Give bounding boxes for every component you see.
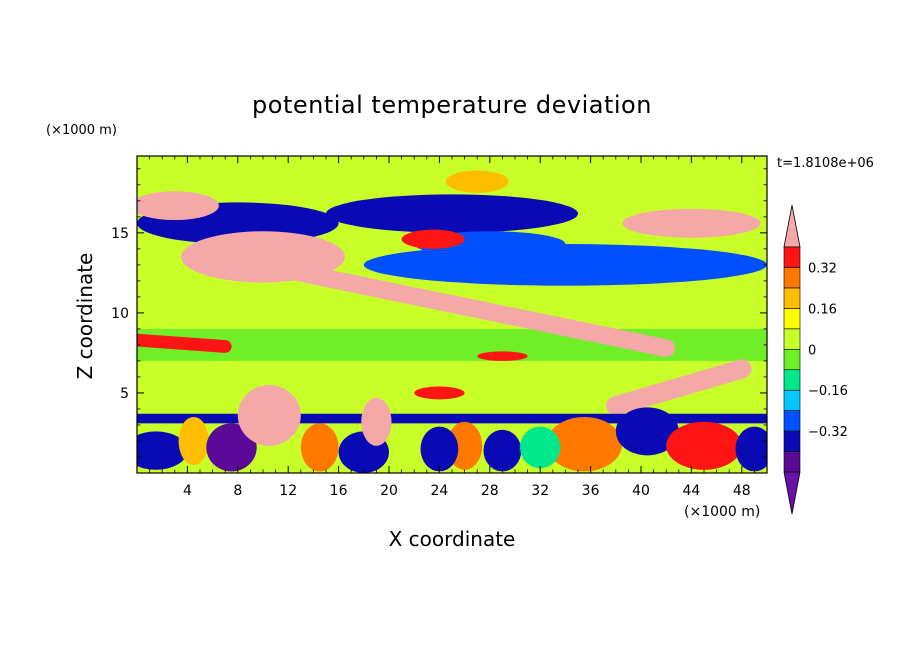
colorbar-swatch <box>783 348 801 371</box>
colorbar: 0.32 0.16 0 −0.16 −0.32 <box>783 204 848 515</box>
colorbar-label: −0.16 <box>808 384 848 399</box>
colorbar-extend-low <box>783 471 801 515</box>
chart-title: potential temperature deviation <box>252 91 652 119</box>
x-tick-label: 4 <box>183 483 192 499</box>
contour-region-24 <box>237 384 301 446</box>
contour-region-18 <box>477 351 528 361</box>
x-tick-label: 36 <box>582 483 600 499</box>
contour-region-32 <box>615 407 679 456</box>
x-unit-label: (×1000 m) <box>684 504 760 520</box>
contour-region-12 <box>622 208 761 238</box>
contour-region-22 <box>178 416 209 465</box>
y-tick-label: 15 <box>111 226 129 242</box>
colorbar-label: 0 <box>808 343 816 358</box>
colorbar-swatch <box>783 287 801 309</box>
contour-region-35 <box>520 426 561 469</box>
contour-region-21 <box>137 431 188 470</box>
contour-region-25 <box>300 423 339 472</box>
x-tick-label: 12 <box>279 483 297 499</box>
colorbar-swatch <box>783 246 801 268</box>
contour-region-27 <box>361 397 392 446</box>
contour-region-29 <box>420 426 459 472</box>
colorbar-swatch <box>783 328 801 350</box>
x-axis: 4 8 12 16 20 24 28 32 36 40 44 48 <box>149 156 755 499</box>
contour-region-13 <box>401 229 465 249</box>
x-tick-label: 20 <box>380 483 398 499</box>
colorbar-swatch <box>783 308 801 330</box>
colorbar-swatch <box>783 369 801 391</box>
x-tick-label: 44 <box>682 483 700 499</box>
x-tick-label: 28 <box>481 483 499 499</box>
contour-region-23 <box>206 423 257 472</box>
x-tick-label: 48 <box>733 483 751 499</box>
colorbar-swatch <box>783 389 801 411</box>
contour-region-15 <box>291 264 676 357</box>
y-tick-label: 10 <box>111 306 129 322</box>
contour-region-17 <box>606 359 752 416</box>
colorbar-swatch <box>783 410 801 432</box>
x-tick-label: 8 <box>233 483 242 499</box>
contour-region-20 <box>137 413 767 424</box>
x-axis-label: X coordinate <box>389 527 516 551</box>
contour-region-11 <box>137 191 219 221</box>
contour-region-14 <box>445 170 509 193</box>
x-tick-label: 24 <box>430 483 448 499</box>
contour-region-31 <box>546 416 623 472</box>
colorbar-label: 0.32 <box>808 261 837 276</box>
colorbar-label: 0.16 <box>808 302 837 317</box>
x-tick-label: 16 <box>330 483 348 499</box>
y-axis-label: Z coordinate <box>73 253 97 380</box>
x-tick-label: 40 <box>632 483 650 499</box>
colorbar-swatch <box>783 267 801 289</box>
contour-region-34 <box>735 426 767 472</box>
contour-region-33 <box>666 421 742 470</box>
colorbar-swatch <box>783 451 801 473</box>
contour-region-16 <box>137 333 232 353</box>
contour-region-19 <box>414 386 465 400</box>
y-unit-label: (×1000 m) <box>46 123 117 138</box>
y-tick-label: 5 <box>120 386 129 402</box>
contour-region-7 <box>326 194 578 233</box>
contour-field <box>137 156 767 473</box>
colorbar-label: −0.32 <box>808 425 848 440</box>
contour-region-30 <box>483 429 522 472</box>
x-tick-label: 32 <box>531 483 549 499</box>
colorbar-swatch <box>783 430 801 452</box>
colorbar-extend-high <box>783 204 801 248</box>
y-axis: 5 10 15 <box>111 168 767 458</box>
time-label: t=1.8108e+06 <box>777 156 874 171</box>
